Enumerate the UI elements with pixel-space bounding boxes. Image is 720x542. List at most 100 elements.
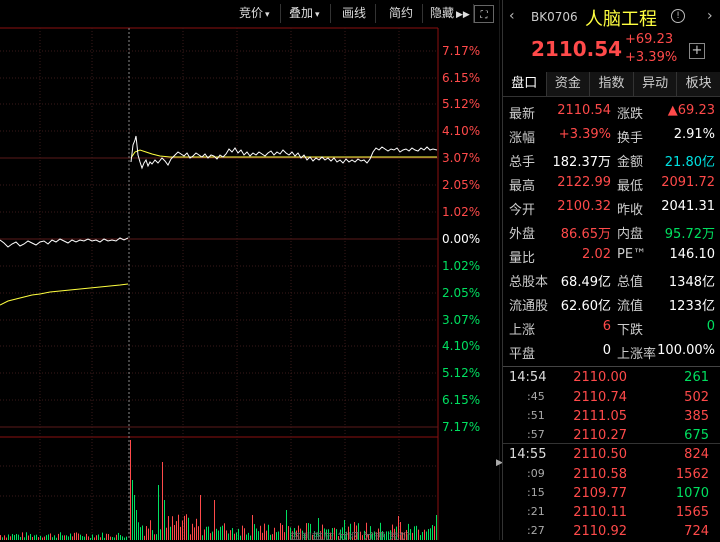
volume-bar [184, 515, 185, 540]
intraday-chart[interactable]: 竞价 ▾ 叠加 ▾ 画线 简约 隐藏 ▶▶ ⛶ 7.17% 6.15% 5.12% 4.10… [0, 0, 503, 540]
volume-bar [60, 532, 61, 540]
volume-bar [378, 528, 379, 540]
volume-bar [250, 535, 251, 540]
volume-bar [12, 534, 13, 540]
volume-bar [346, 531, 347, 540]
axis-tick-label: 4.10% [442, 339, 481, 353]
tick-volume: 675 [684, 428, 709, 443]
volume-bar [364, 530, 365, 540]
volume-bar [412, 532, 413, 540]
volume-bar [208, 526, 209, 540]
volume-bar [306, 523, 307, 540]
volume-bar [28, 535, 29, 540]
volume-bar [402, 532, 403, 540]
tab-1[interactable]: 资金 [546, 72, 591, 96]
quote-label: 今开 [509, 203, 536, 218]
volume-bar [316, 532, 317, 540]
tick-time: :45 [527, 390, 545, 403]
volume-bar [46, 535, 47, 540]
volume-bar [370, 526, 371, 540]
volume-bar [94, 537, 95, 540]
volume-bar [182, 520, 183, 540]
quote-value: 1233亿 [668, 299, 715, 314]
volume-bar [22, 532, 23, 540]
quote-label: 金额 [617, 155, 644, 170]
volume-bar [100, 537, 101, 540]
tab-2[interactable]: 指数 [590, 72, 634, 96]
volume-bar [300, 528, 301, 540]
volume-bar [318, 518, 319, 540]
tick-row: :09 2110.58 1562 [503, 467, 720, 485]
bidding-button[interactable]: 竞价 ▾ [236, 4, 281, 23]
quote-value: 2100.32 [557, 199, 611, 214]
quote-value: 100.00% [657, 343, 715, 358]
volume-bar [330, 532, 331, 540]
volume-bar [38, 537, 39, 540]
info-icon[interactable]: ! [671, 9, 685, 23]
volume-bar [350, 523, 351, 540]
quote-value: 146.10 [669, 247, 716, 262]
volume-bar [76, 532, 77, 540]
volume-bar [152, 530, 153, 540]
volume-bar [216, 528, 217, 540]
volume-bar [232, 528, 233, 540]
brief-button[interactable]: 简约 [386, 4, 423, 23]
volume-bar [204, 529, 205, 540]
volume-bar [116, 534, 117, 540]
volume-bar [396, 526, 397, 540]
back-icon[interactable]: ‹ [509, 8, 515, 24]
fullscreen-button[interactable]: ⛶ [474, 5, 494, 23]
volume-bar [214, 500, 215, 540]
tick-row: :45 2110.74 502 [503, 390, 720, 408]
volume-bar [206, 526, 207, 540]
volume-bar [418, 529, 419, 540]
volume-bar [68, 536, 69, 540]
volume-bar [244, 528, 245, 540]
collapse-panel-icon[interactable]: ▶ [496, 458, 503, 468]
volume-bar [432, 524, 433, 540]
volume-bar [322, 524, 323, 540]
tick-volume: 385 [684, 409, 709, 424]
volume-bar [72, 536, 73, 540]
tick-row: :21 2110.11 1565 [503, 505, 720, 523]
quote-value: 68.49亿 [560, 275, 611, 290]
volume-bar [210, 533, 211, 540]
volume-bar [180, 526, 181, 540]
tab-0[interactable]: 盘口 [503, 72, 547, 96]
volume-bar [354, 522, 355, 540]
sector-code: BK0706 [531, 10, 578, 24]
next-icon[interactable]: › [707, 8, 713, 24]
volume-bar [212, 531, 213, 540]
volume-bar [368, 533, 369, 540]
volume-bar [88, 536, 89, 540]
add-watchlist-button[interactable]: + [689, 43, 705, 59]
tick-volume: 261 [684, 370, 709, 385]
volume-bar [246, 534, 247, 540]
volume-bar [200, 495, 201, 540]
volume-bar [108, 534, 109, 540]
volume-bar [276, 532, 277, 540]
price-change: +69.23 [625, 32, 674, 47]
tab-4[interactable]: 板块 [677, 72, 720, 96]
volume-bar [310, 523, 311, 540]
quote-value: 95.72万 [664, 227, 715, 242]
volume-bar [282, 524, 283, 540]
volume-bar [296, 530, 297, 540]
volume-bar [178, 514, 179, 540]
volume-bar [142, 525, 143, 540]
volume-bar [188, 517, 189, 540]
tab-3[interactable]: 异动 [633, 72, 678, 96]
volume-bar [336, 529, 337, 540]
hide-button[interactable]: 隐藏 ▶▶ [427, 4, 474, 23]
volume-bar [352, 535, 353, 540]
quote-label: 昨收 [617, 203, 644, 218]
volume-bar [248, 532, 249, 540]
volume-bar [92, 534, 93, 540]
volume-bar [156, 534, 157, 540]
quote-label: 上涨 [509, 323, 536, 338]
volume-bar [134, 495, 135, 540]
quote-label: 最低 [617, 179, 644, 194]
volume-bar [96, 535, 97, 540]
overlay-button[interactable]: 叠加 ▾ [286, 4, 331, 23]
draw-line-button[interactable]: 画线 [339, 4, 376, 23]
